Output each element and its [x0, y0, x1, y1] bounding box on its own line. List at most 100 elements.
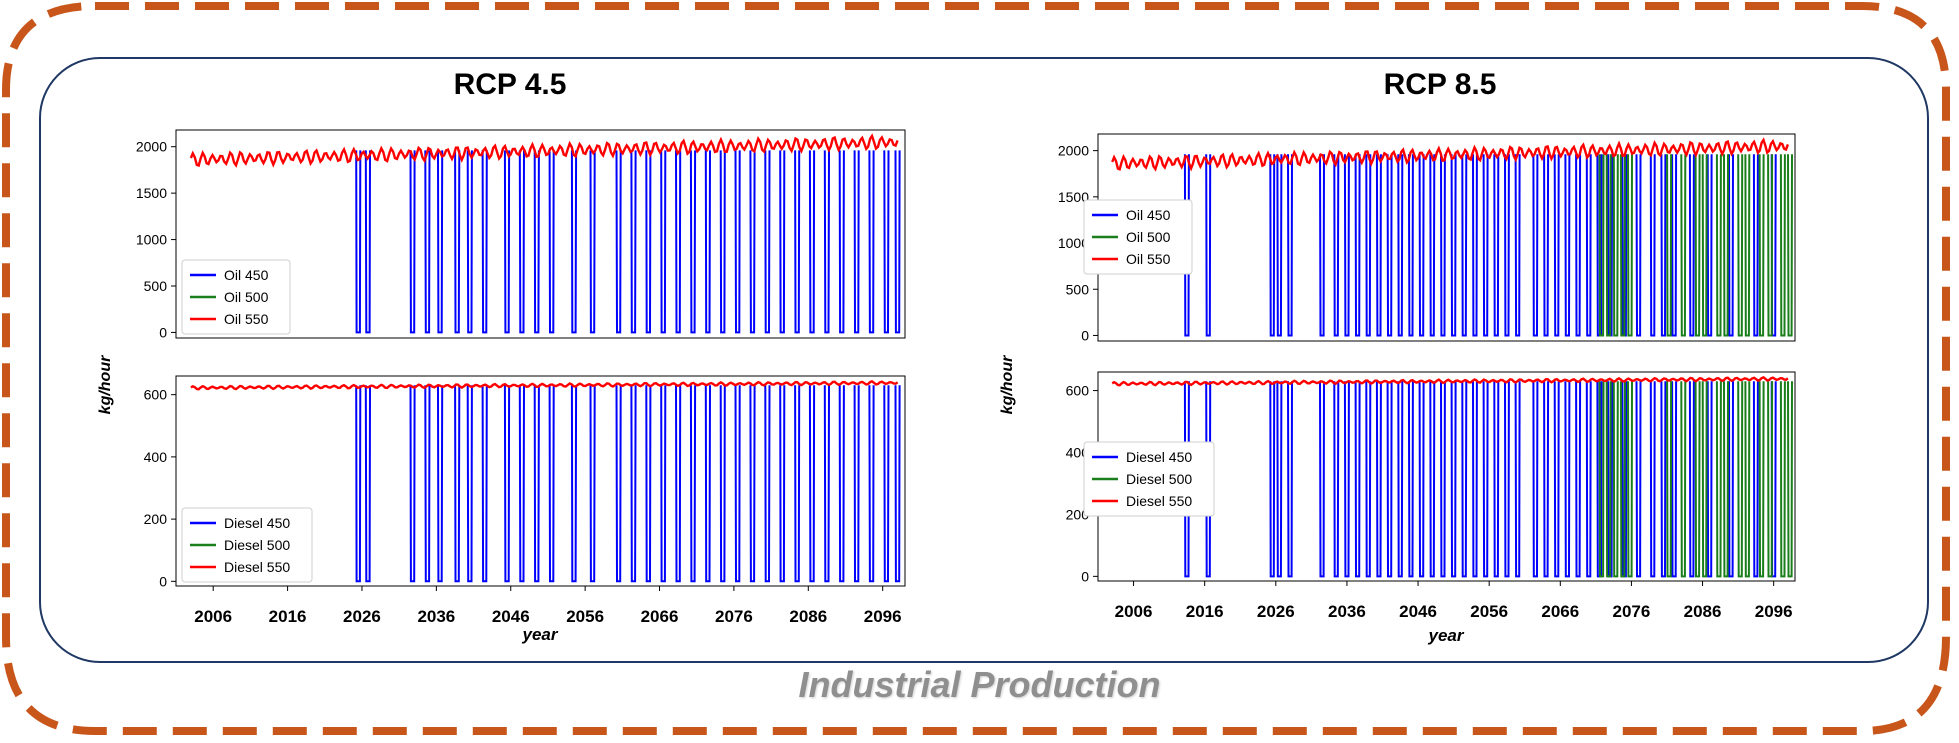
- series-diesel-450-drop: [1671, 381, 1678, 578]
- x-axis-label: year: [1428, 626, 1465, 645]
- series-oil-450-drop: [533, 150, 540, 334]
- series-oil-450-drop: [1333, 154, 1340, 337]
- series-oil-450-drop: [1493, 154, 1500, 337]
- series-diesel-450-drop: [749, 385, 756, 583]
- series-oil-450-drop: [518, 150, 525, 334]
- series-diesel-450-drop: [1585, 381, 1592, 578]
- series-oil-450-drop: [1440, 154, 1446, 337]
- legend-box: [181, 259, 291, 335]
- series-diesel-450-drop: [1407, 381, 1414, 578]
- legend: Diesel 450 Diesel 500 Diesel 550: [181, 507, 313, 583]
- y-tick-label: 400: [144, 449, 168, 465]
- series-oil-450-drop: [570, 150, 578, 334]
- series-diesel-450-drop: [1564, 381, 1571, 578]
- series-oil-450-drop: [1585, 154, 1592, 337]
- series-oil-500-drop: [1744, 154, 1751, 337]
- legend: Oil 450 Oil 500 Oil 550: [181, 259, 291, 335]
- series-oil-450-drop: [1635, 154, 1642, 337]
- series-oil-500-drop: [1723, 154, 1729, 337]
- series-diesel-500-drop: [1598, 381, 1605, 578]
- series-diesel-450-drop: [589, 385, 596, 583]
- series-oil-500-drop: [1619, 154, 1626, 337]
- series-oil-500-drop: [1598, 154, 1605, 337]
- series-diesel-450-drop: [823, 385, 830, 583]
- x-tick-label: 2056: [1470, 602, 1508, 621]
- series-diesel-550: [190, 380, 899, 391]
- inner-panel: [39, 57, 1929, 663]
- y-tick-label: 2000: [1058, 143, 1089, 159]
- chart-rcp85: 0 500 1000 1500 2000 Oil 450 Oil 500 Oil 550 0 20…: [999, 133, 1796, 645]
- series-oil-450-drop: [894, 150, 901, 334]
- series-oil-450-drop: [481, 150, 488, 334]
- series-oil-500-drop: [1737, 154, 1744, 337]
- series-oil-450-drop: [660, 150, 667, 334]
- series-diesel-500-drop: [1787, 381, 1793, 578]
- series-diesel-500-drop: [1779, 381, 1786, 578]
- series-oil-450-drop: [1397, 154, 1404, 337]
- series-oil-450-drop: [1649, 154, 1656, 337]
- series-oil-450-drop: [764, 150, 771, 334]
- series-diesel-450-drop: [1354, 381, 1361, 578]
- series-diesel-500-drop: [1605, 381, 1612, 578]
- x-axis-label: year: [522, 625, 559, 644]
- series-diesel-450-drop: [1365, 381, 1372, 578]
- series-oil-500-drop: [1605, 154, 1612, 337]
- x-tick-label: 2066: [1541, 602, 1579, 621]
- series-diesel-450-drop: [1429, 381, 1436, 578]
- series-oil-450-drop: [1205, 154, 1212, 337]
- x-tick-label: 2036: [417, 607, 455, 626]
- series-diesel-450-drop: [1397, 381, 1404, 578]
- x-tick-label: 2086: [1684, 602, 1722, 621]
- legend-label: Oil 450: [1126, 207, 1171, 223]
- legend-label: Diesel 450: [1126, 449, 1192, 465]
- series-diesel-450-drop: [1660, 381, 1667, 578]
- series-oil-450-drop: [454, 150, 461, 334]
- legend-label: Oil 500: [224, 289, 269, 305]
- series-diesel-450-drop: [466, 385, 473, 583]
- series-oil-450-drop: [1752, 154, 1759, 337]
- series-oil-450-drop: [1365, 154, 1372, 337]
- figure-caption: Industrial Production: [798, 664, 1161, 705]
- legend-label: Oil 550: [224, 311, 269, 327]
- series-oil-450-drop: [409, 150, 416, 334]
- series-diesel-450-drop: [518, 385, 525, 583]
- series-diesel-450-drop: [704, 385, 711, 583]
- series-diesel-450-drop: [1450, 381, 1457, 578]
- series-oil-450-drop: [1504, 154, 1510, 337]
- y-tick-label: 1000: [1058, 235, 1089, 251]
- series-oil-450-drop: [1319, 154, 1325, 337]
- series-diesel-500-drop: [1737, 381, 1744, 578]
- legend-label: Oil 550: [1126, 251, 1171, 267]
- legend-label: Diesel 550: [224, 559, 290, 575]
- y-tick-label: 0: [159, 324, 167, 340]
- x-tick-label: 2076: [1613, 602, 1651, 621]
- series-diesel-450-drop: [838, 385, 845, 583]
- y-tick-label: 1500: [1058, 189, 1089, 205]
- series-diesel-500-drop: [1680, 381, 1687, 578]
- x-tick-label: 2006: [1115, 602, 1153, 621]
- x-tick-label: 2046: [1399, 602, 1437, 621]
- y-tick-label: 0: [1081, 327, 1089, 343]
- axes-frame: [1097, 133, 1796, 342]
- series-diesel-450-drop: [1752, 381, 1759, 578]
- series-diesel-500-drop: [1744, 381, 1751, 578]
- series-diesel-450-drop: [1472, 381, 1478, 578]
- series-oil-500-drop: [1612, 154, 1619, 337]
- series-diesel-450-drop: [1333, 381, 1340, 578]
- series-diesel-450-drop: [894, 385, 901, 583]
- series-diesel-450-drop: [1493, 381, 1500, 578]
- series-diesel-450-drop: [1269, 381, 1276, 578]
- series-diesel-450-drop: [764, 385, 771, 583]
- series-diesel-450-drop: [409, 385, 416, 583]
- series-diesel-450-drop: [794, 385, 801, 583]
- series-diesel-450-drop: [645, 385, 652, 583]
- series-oil-450-drop: [1354, 154, 1361, 337]
- series-oil-450-drop: [749, 150, 756, 334]
- series-oil-450-drop: [853, 150, 860, 334]
- series-oil-450-drop: [503, 150, 511, 334]
- series-oil-450-drop: [1660, 154, 1667, 337]
- series-oil-500-drop: [1787, 154, 1793, 337]
- legend-label: Diesel 500: [224, 537, 290, 553]
- series-oil-500-drop: [1767, 154, 1774, 337]
